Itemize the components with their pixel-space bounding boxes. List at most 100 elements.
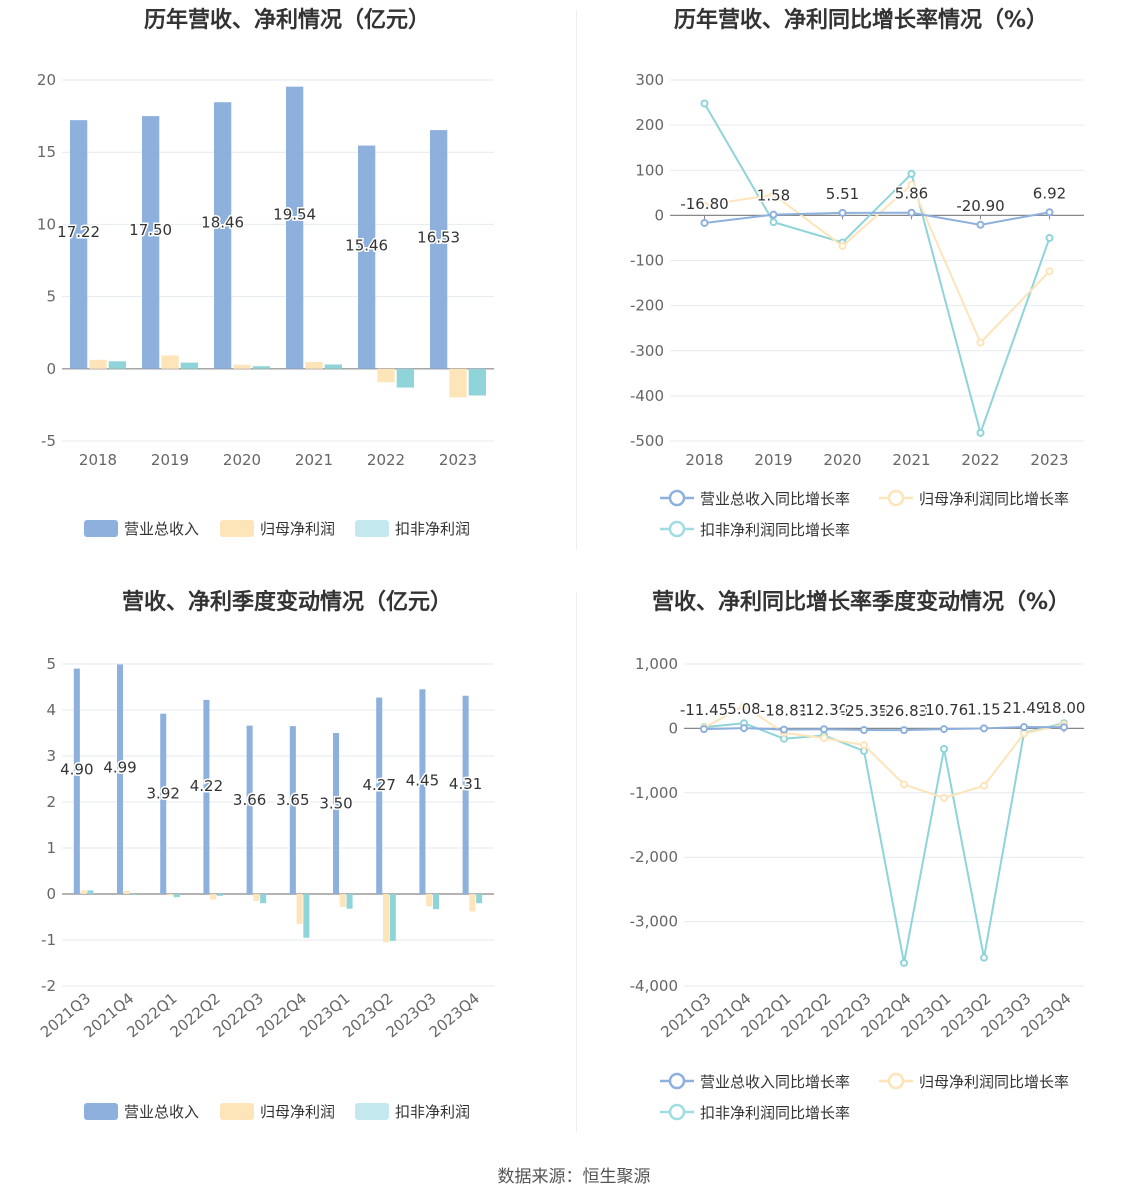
y-tick-label: -2 bbox=[41, 977, 56, 995]
legend-swatch bbox=[220, 520, 254, 537]
x-tick-label: 2023 bbox=[439, 451, 477, 469]
bar-net-profit bbox=[80, 890, 87, 894]
bar-deducted-profit bbox=[173, 894, 180, 898]
bar-net-profit bbox=[296, 894, 303, 924]
bar-data-label: 3.66 bbox=[233, 791, 266, 809]
bar-deducted-profit bbox=[87, 890, 94, 894]
series-line-deducted-profit-growth bbox=[703, 722, 1065, 964]
x-tick-label: 2019 bbox=[151, 451, 189, 469]
series-line-deducted-profit-growth bbox=[703, 102, 1051, 437]
x-tick-label: 2022 bbox=[961, 451, 999, 469]
legend-label: 营业总收入同比增长率 bbox=[700, 490, 850, 508]
legend-marker bbox=[668, 1072, 686, 1090]
y-tick-label: 15 bbox=[37, 143, 56, 161]
y-tick-label: -100 bbox=[630, 252, 664, 270]
data-point bbox=[1045, 208, 1054, 217]
y-tick-label: -1,000 bbox=[630, 784, 678, 802]
y-tick-label: 3 bbox=[46, 747, 56, 765]
bar-deducted-profit bbox=[108, 361, 126, 369]
line-data-label: 21.49 bbox=[1003, 699, 1046, 717]
data-point bbox=[1045, 233, 1054, 242]
bar-net-profit bbox=[382, 894, 390, 943]
legend-label: 营业总收入 bbox=[124, 520, 199, 538]
quarterly-growth-panel: 营收、净利同比增长率季度变动情况（%） -4,000 -3,000 -2,000 -1… bbox=[574, 582, 1148, 1164]
bar-data-label: 4.22 bbox=[190, 777, 223, 795]
data-point bbox=[1020, 729, 1028, 738]
data-point bbox=[769, 190, 778, 199]
bar-revenue bbox=[358, 145, 376, 369]
data-point bbox=[769, 210, 778, 219]
legend-label: 扣非净利润同比增长率 bbox=[700, 1104, 850, 1122]
series-line-revenue-growth bbox=[703, 726, 1065, 732]
bar-data-label: 17.22 bbox=[57, 223, 100, 241]
x-tick-label: 2020 bbox=[823, 451, 861, 469]
legend-swatch bbox=[84, 1103, 118, 1120]
y-tick-label: 2 bbox=[46, 793, 56, 811]
chart-title: 历年营收、净利情况（亿元） bbox=[143, 8, 430, 33]
line-data-label: -10.76 bbox=[920, 701, 968, 719]
legend-swatch bbox=[355, 1103, 389, 1120]
data-point bbox=[838, 242, 847, 251]
bar-revenue bbox=[333, 733, 340, 894]
line-data-label: 5.51 bbox=[826, 185, 859, 203]
data-source-note: 数据来源：恒生聚源 bbox=[497, 1167, 651, 1187]
bar-deducted-profit bbox=[303, 894, 310, 938]
legend-marker bbox=[887, 1072, 905, 1090]
legend-swatch bbox=[355, 520, 389, 537]
bar-data-label: 15.46 bbox=[345, 236, 388, 254]
annual-growth-chart: -500 -400 -300 -200 -100 0 100 200 300 2018 2019 20… bbox=[630, 71, 1084, 539]
line-data-label: 6.92 bbox=[1033, 184, 1066, 202]
data-point bbox=[700, 725, 708, 734]
quarterly-revenue-profit-panel: 营收、净利季度变动情况（亿元） -2 -1 0 1 2 3 4 5 2021Q3 2021Q4 20… bbox=[0, 582, 574, 1164]
data-point bbox=[860, 741, 868, 750]
bar-net-profit bbox=[210, 894, 217, 900]
y-tick-label: -200 bbox=[630, 297, 664, 315]
annual-revenue-profit-panel: 历年营收、净利情况（亿元） -5 0 5 10 15 20 2018 2019 2020 2021… bbox=[0, 0, 574, 582]
bar-data-label: 17.50 bbox=[129, 221, 172, 239]
annual-growth-panel: 历年营收、净利同比增长率情况（%） -500 -400 -300 -200 -100 0 1… bbox=[574, 0, 1148, 582]
bar-deducted-profit bbox=[252, 366, 270, 369]
bar-revenue bbox=[160, 713, 167, 894]
data-point bbox=[900, 780, 908, 789]
bar-revenue bbox=[142, 116, 160, 369]
bar-net-profit bbox=[253, 894, 260, 901]
bar-deducted-profit bbox=[324, 364, 342, 369]
y-tick-label: 20 bbox=[37, 71, 56, 89]
y-tick-label: 1 bbox=[46, 839, 56, 857]
data-point bbox=[900, 958, 908, 967]
x-tick-label: 2023 bbox=[1030, 451, 1068, 469]
bar-deducted-profit bbox=[346, 894, 353, 909]
legend-swatch bbox=[220, 1103, 254, 1120]
bar-deducted-profit bbox=[130, 894, 137, 895]
data-point bbox=[980, 781, 988, 790]
bar-net-profit bbox=[89, 359, 107, 369]
bar-deducted-profit bbox=[216, 894, 223, 896]
data-point bbox=[900, 726, 908, 735]
bar-net-profit bbox=[426, 894, 433, 907]
chart-title: 营收、净利同比增长率季度变动情况（%） bbox=[651, 590, 1071, 615]
legend-label: 扣非净利润 bbox=[395, 1103, 470, 1121]
data-point bbox=[820, 725, 828, 734]
y-tick-label: 5 bbox=[46, 655, 56, 673]
line-data-label: -25.35 bbox=[840, 702, 888, 720]
bar-data-label: 19.54 bbox=[273, 205, 316, 223]
series-line-net-profit-growth bbox=[703, 704, 1065, 800]
data-point bbox=[1060, 723, 1068, 732]
x-tick-label: 2018 bbox=[685, 451, 723, 469]
y-tick-label: 300 bbox=[635, 71, 664, 89]
x-tick-label: 2020 bbox=[223, 451, 261, 469]
y-tick-label: 0 bbox=[668, 719, 678, 737]
y-tick-label: -3,000 bbox=[630, 913, 678, 931]
data-point bbox=[1045, 267, 1054, 276]
bar-data-label: 3.50 bbox=[319, 795, 352, 813]
legend-label: 营业总收入同比增长率 bbox=[700, 1073, 850, 1091]
quarterly-growth-chart: -4,000-3,000-2,000-1,00001,0002021Q32021… bbox=[630, 655, 1087, 1122]
x-tick-label: 2022 bbox=[367, 451, 405, 469]
legend-label: 扣非净利润同比增长率 bbox=[700, 521, 850, 539]
data-point bbox=[700, 201, 709, 210]
data-point bbox=[980, 724, 988, 733]
line-data-label: 5.08 bbox=[727, 700, 760, 718]
bar-data-label: 4.90 bbox=[60, 761, 93, 779]
data-point bbox=[1020, 723, 1028, 732]
data-point bbox=[976, 220, 985, 229]
